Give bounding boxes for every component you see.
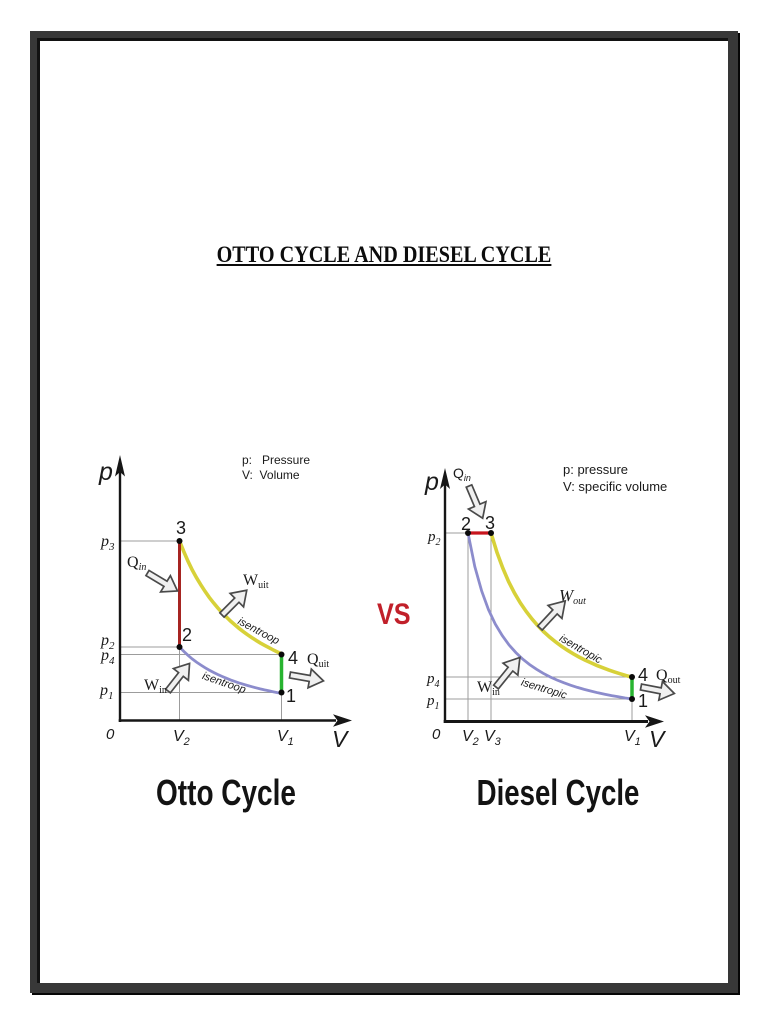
svg-text:2: 2 xyxy=(461,514,471,534)
svg-text:p3: p3 xyxy=(100,533,115,553)
svg-text:0: 0 xyxy=(432,726,441,743)
svg-text:4: 4 xyxy=(638,665,648,685)
svg-text:V: Volume: V: Volume xyxy=(242,468,300,482)
svg-text:Wout: Wout xyxy=(559,586,586,607)
svg-text:V1: V1 xyxy=(277,728,294,748)
svg-text:V: specific volume: V: specific volume xyxy=(563,479,667,494)
svg-text:p1: p1 xyxy=(426,693,440,712)
svg-text:3: 3 xyxy=(485,513,495,533)
svg-text:Qin: Qin xyxy=(453,465,471,483)
svg-text:3: 3 xyxy=(176,518,186,538)
svg-text:Quit: Quit xyxy=(307,651,329,670)
svg-text:Qout: Qout xyxy=(656,667,681,686)
svg-text:4: 4 xyxy=(288,648,298,668)
svg-text:2: 2 xyxy=(182,625,192,645)
svg-text:Win: Win xyxy=(144,677,167,696)
svg-text:p: pressure: p: pressure xyxy=(563,462,628,477)
svg-text:V2: V2 xyxy=(462,728,479,748)
svg-text:V: V xyxy=(649,726,667,752)
svg-text:p: p xyxy=(98,458,113,486)
svg-text:1: 1 xyxy=(286,686,296,706)
svg-text:Qin: Qin xyxy=(127,554,146,573)
svg-text:V1: V1 xyxy=(624,728,641,748)
svg-text:p2: p2 xyxy=(427,529,441,548)
svg-text:p1: p1 xyxy=(99,682,114,702)
svg-text:V2: V2 xyxy=(173,728,190,748)
svg-text:0: 0 xyxy=(106,726,115,743)
svg-text:V: V xyxy=(332,726,350,752)
svg-text:1: 1 xyxy=(638,691,648,711)
svg-text:p: p xyxy=(424,468,439,496)
svg-text:p4: p4 xyxy=(426,671,440,690)
svg-text:Wuit: Wuit xyxy=(243,572,269,591)
svg-text:p: Pressure: p: Pressure xyxy=(242,453,310,467)
svg-text:V3: V3 xyxy=(484,728,502,748)
